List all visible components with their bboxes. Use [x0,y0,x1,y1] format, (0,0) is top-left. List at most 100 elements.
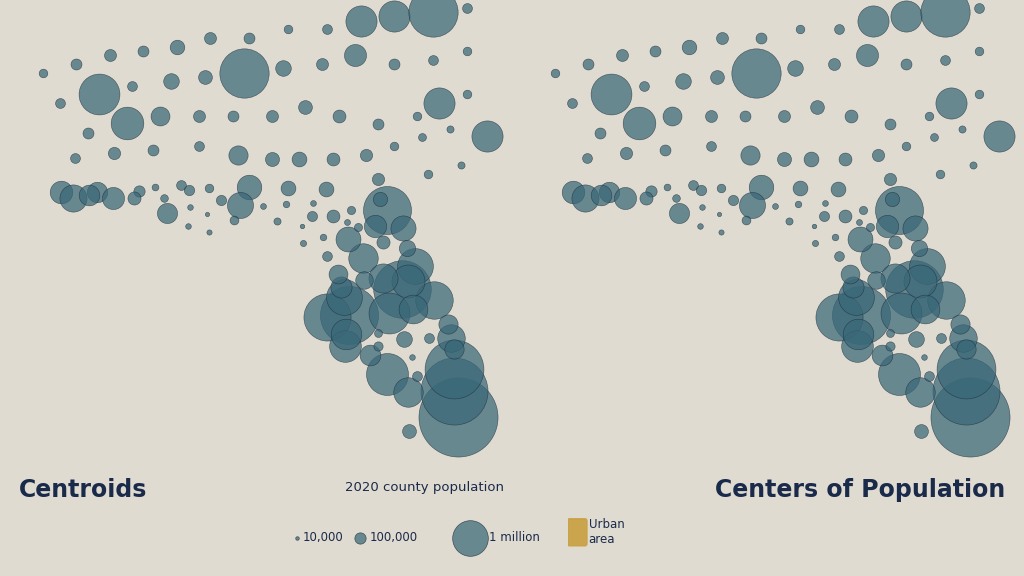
Point [952,319,969,328]
Point [358,150,375,159]
Point [601,188,617,197]
Point [325,211,341,221]
Point [319,25,336,34]
Point [255,202,271,211]
Point [852,234,868,244]
Point [767,202,783,211]
Point [906,223,923,232]
Point [362,350,379,359]
Point [647,46,664,55]
Point [656,146,673,155]
Point [146,183,163,192]
Point [241,183,257,192]
Point [370,328,386,337]
Point [90,89,106,99]
Point [668,194,684,203]
Point [381,309,397,318]
Point [314,232,331,241]
Point [815,211,831,221]
Point [882,175,898,184]
Point [241,33,257,43]
Point [386,59,402,69]
Point [52,188,69,197]
Point [350,222,367,232]
Point [431,98,447,108]
Point [898,142,914,151]
Point [694,203,711,212]
Point [330,270,346,279]
Point [631,119,647,128]
Point [709,72,725,81]
Point [101,51,118,60]
Point [69,59,85,69]
Point [459,89,475,99]
Point [837,154,853,164]
Point [89,188,105,197]
Point [420,169,436,179]
Point [35,68,51,77]
Point [409,111,425,120]
Point [479,131,496,141]
Point [713,183,729,192]
Point [451,412,467,422]
Point [831,312,848,321]
Point [152,111,168,120]
Point [933,334,949,343]
Point [891,369,907,378]
Point [80,128,96,138]
Point [748,68,764,77]
Point [781,217,798,226]
Point [461,533,477,543]
Point [144,146,161,155]
Point [753,33,769,43]
Point [375,237,391,247]
Point [830,251,847,260]
Point [379,205,395,214]
FancyBboxPatch shape [567,519,587,546]
Point [414,133,430,142]
Point [882,328,898,337]
Point [581,59,597,69]
Point [957,365,974,374]
Point [702,111,719,120]
Point [971,89,987,99]
Point [313,59,330,69]
Point [445,344,462,354]
Point [352,16,369,25]
Point [281,183,297,192]
Point [725,195,741,204]
Point [339,218,355,227]
Point [753,183,769,192]
Point [918,304,934,313]
Point [232,200,249,210]
Point [317,184,334,194]
Point [845,283,861,292]
Point [81,191,97,200]
Point [965,161,981,170]
Point [932,169,948,179]
Point [577,194,593,203]
Point [882,342,898,351]
Point [893,309,909,318]
Point [281,25,297,34]
Point [426,295,442,305]
Point [602,89,618,99]
Point [263,154,280,164]
Point [403,353,420,362]
Point [135,46,152,55]
Point [913,426,930,435]
Point [351,533,368,543]
Point [297,103,313,112]
Point [425,7,441,17]
Point [592,128,608,138]
Point [278,200,294,209]
Point [817,198,834,207]
Point [172,180,188,190]
Point [613,51,630,60]
Point [67,153,83,162]
Point [199,209,215,218]
Point [213,195,229,204]
Point [409,371,425,380]
Point [370,120,386,129]
Point [991,131,1008,141]
